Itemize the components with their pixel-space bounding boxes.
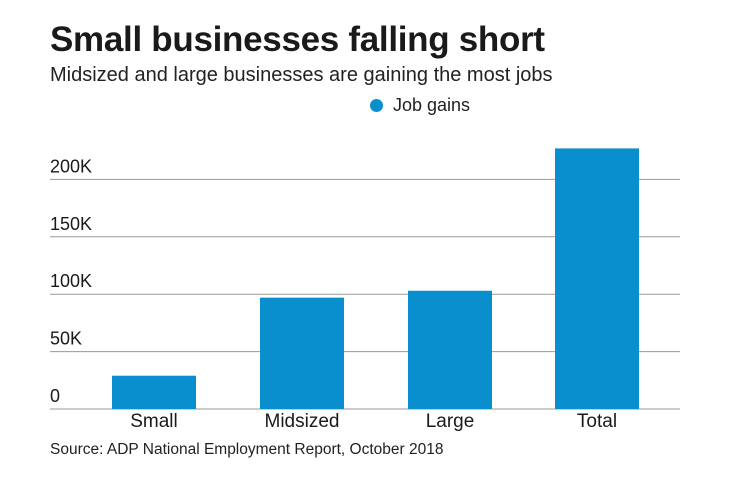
chart-title: Small businesses falling short (50, 20, 545, 59)
y-tick-label: 50K (50, 329, 82, 349)
y-tick-label: 200K (50, 156, 92, 176)
x-tick-label: Large (426, 411, 475, 432)
bar-large (408, 290, 492, 409)
source-note: Source: ADP National Employment Report, … (50, 441, 444, 458)
bar-small (112, 375, 196, 409)
y-tick-label: 0 (50, 386, 60, 406)
legend: Job gains (370, 95, 470, 116)
x-tick-label: Midsized (265, 411, 340, 432)
bar-midsized (260, 297, 344, 409)
y-tick-label: 150K (50, 214, 92, 234)
legend-marker (370, 99, 383, 112)
legend-label: Job gains (393, 95, 471, 115)
chart-subtitle: Midsized and large businesses are gainin… (50, 64, 553, 86)
x-tick-label: Total (577, 411, 617, 432)
x-tick-label: Small (130, 411, 178, 432)
bar-total (555, 148, 639, 410)
y-tick-label: 100K (50, 271, 92, 291)
